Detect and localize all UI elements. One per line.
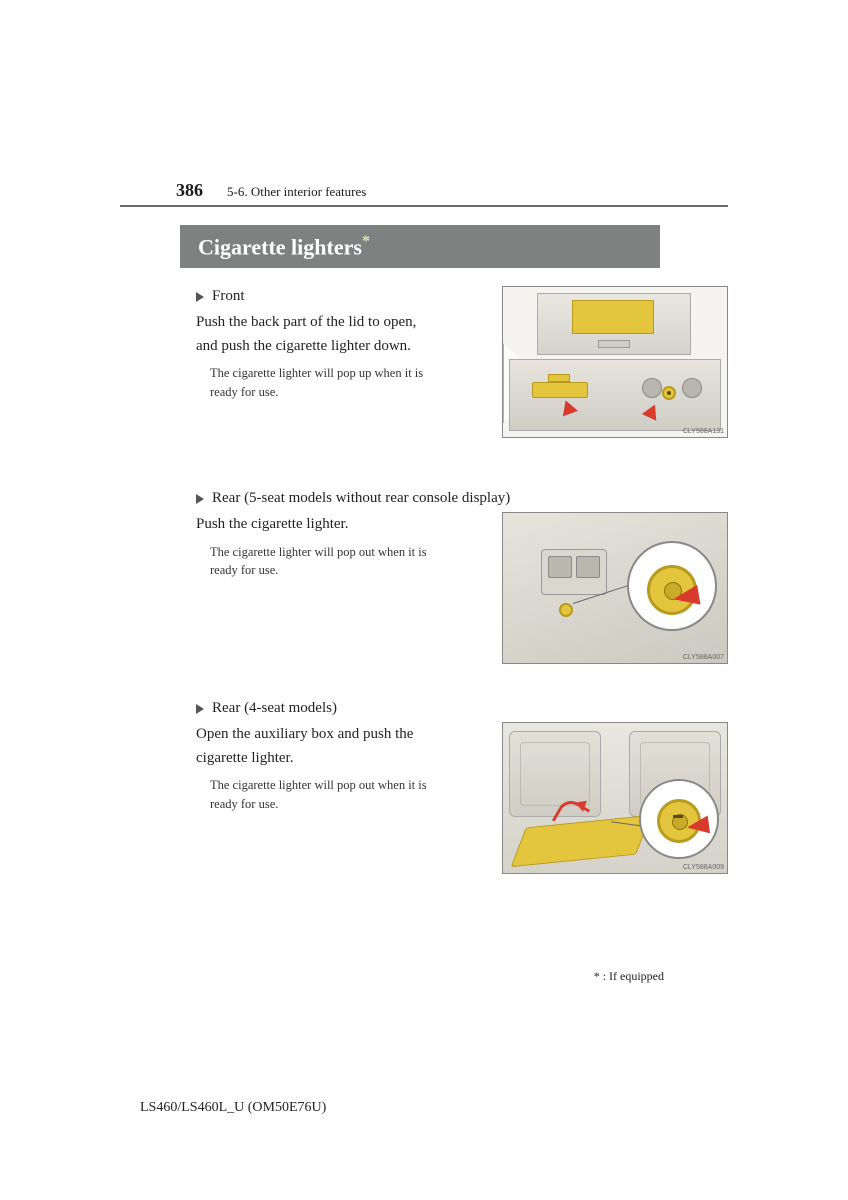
topic-title: Cigarette lighters* xyxy=(180,225,660,268)
cup-icon xyxy=(682,378,702,398)
title-text: Cigarette lighters xyxy=(198,234,362,259)
section-rear-5seat: Rear (5-seat models without rear console… xyxy=(196,490,728,678)
content-region: Front Push the back part of the lid to o… xyxy=(196,288,728,880)
instruction-text: Push the back part of the lid to open, a… xyxy=(196,311,431,358)
illustration-vent xyxy=(541,549,607,595)
note-text: The cigarette lighter will pop out when … xyxy=(210,776,430,814)
arrow-icon xyxy=(671,585,700,609)
cup-icon xyxy=(642,378,662,398)
section-rear-4seat: Rear (4-seat models) Open the auxiliary … xyxy=(196,700,728,880)
illustration-tray-highlight xyxy=(532,382,588,398)
figure-code: CLY588A007 xyxy=(683,654,724,661)
figure-front-console: CLY588A131 xyxy=(502,286,728,438)
zoom-circle xyxy=(627,541,717,631)
illustration-lid-highlight xyxy=(572,300,654,334)
manual-page: 386 5-6. Other interior features Cigaret… xyxy=(0,0,848,1200)
footnote: * : If equipped xyxy=(594,969,664,984)
triangle-icon xyxy=(196,704,204,714)
footer-model: LS460/LS460L_U (OM50E76U) xyxy=(140,1100,326,1116)
note-text: The cigarette lighter will pop up when i… xyxy=(210,364,430,402)
subheading-label: Rear (4-seat models) xyxy=(212,700,337,717)
instruction-text: Push the cigarette lighter. xyxy=(196,513,431,536)
figure-code: CLY588A131 xyxy=(683,428,724,435)
note-text: The cigarette lighter will pop out when … xyxy=(210,543,430,581)
illustration-lighter-slot xyxy=(673,815,683,818)
title-marker: * xyxy=(362,233,370,250)
subheading-rear-5: Rear (5-seat models without rear console… xyxy=(196,490,728,507)
instruction-text: Open the auxiliary box and push the ciga… xyxy=(196,723,431,770)
triangle-icon xyxy=(196,292,204,302)
illustration-tab-highlight xyxy=(548,374,570,382)
illustration-console xyxy=(509,359,721,431)
subheading-label: Front xyxy=(212,288,245,305)
zoom-circle xyxy=(639,779,719,859)
section-label: 5-6. Other interior features xyxy=(227,184,366,200)
figure-rear-console: CLY588A007 xyxy=(502,512,728,664)
section-front: Front Push the back part of the lid to o… xyxy=(196,288,728,468)
subheading-label: Rear (5-seat models without rear console… xyxy=(212,490,510,507)
page-number: 386 xyxy=(176,180,203,201)
figure-rear-auxbox: CLY588A009 xyxy=(502,722,728,874)
arrow-icon xyxy=(558,398,578,417)
illustration-dash xyxy=(537,293,691,355)
triangle-icon xyxy=(196,494,204,504)
arrow-icon xyxy=(642,402,662,421)
subheading-rear-4: Rear (4-seat models) xyxy=(196,700,728,717)
figure-code: CLY588A009 xyxy=(683,864,724,871)
illustration-slot xyxy=(598,340,630,348)
page-header: 386 5-6. Other interior features xyxy=(120,180,728,207)
arrow-icon xyxy=(686,816,710,837)
